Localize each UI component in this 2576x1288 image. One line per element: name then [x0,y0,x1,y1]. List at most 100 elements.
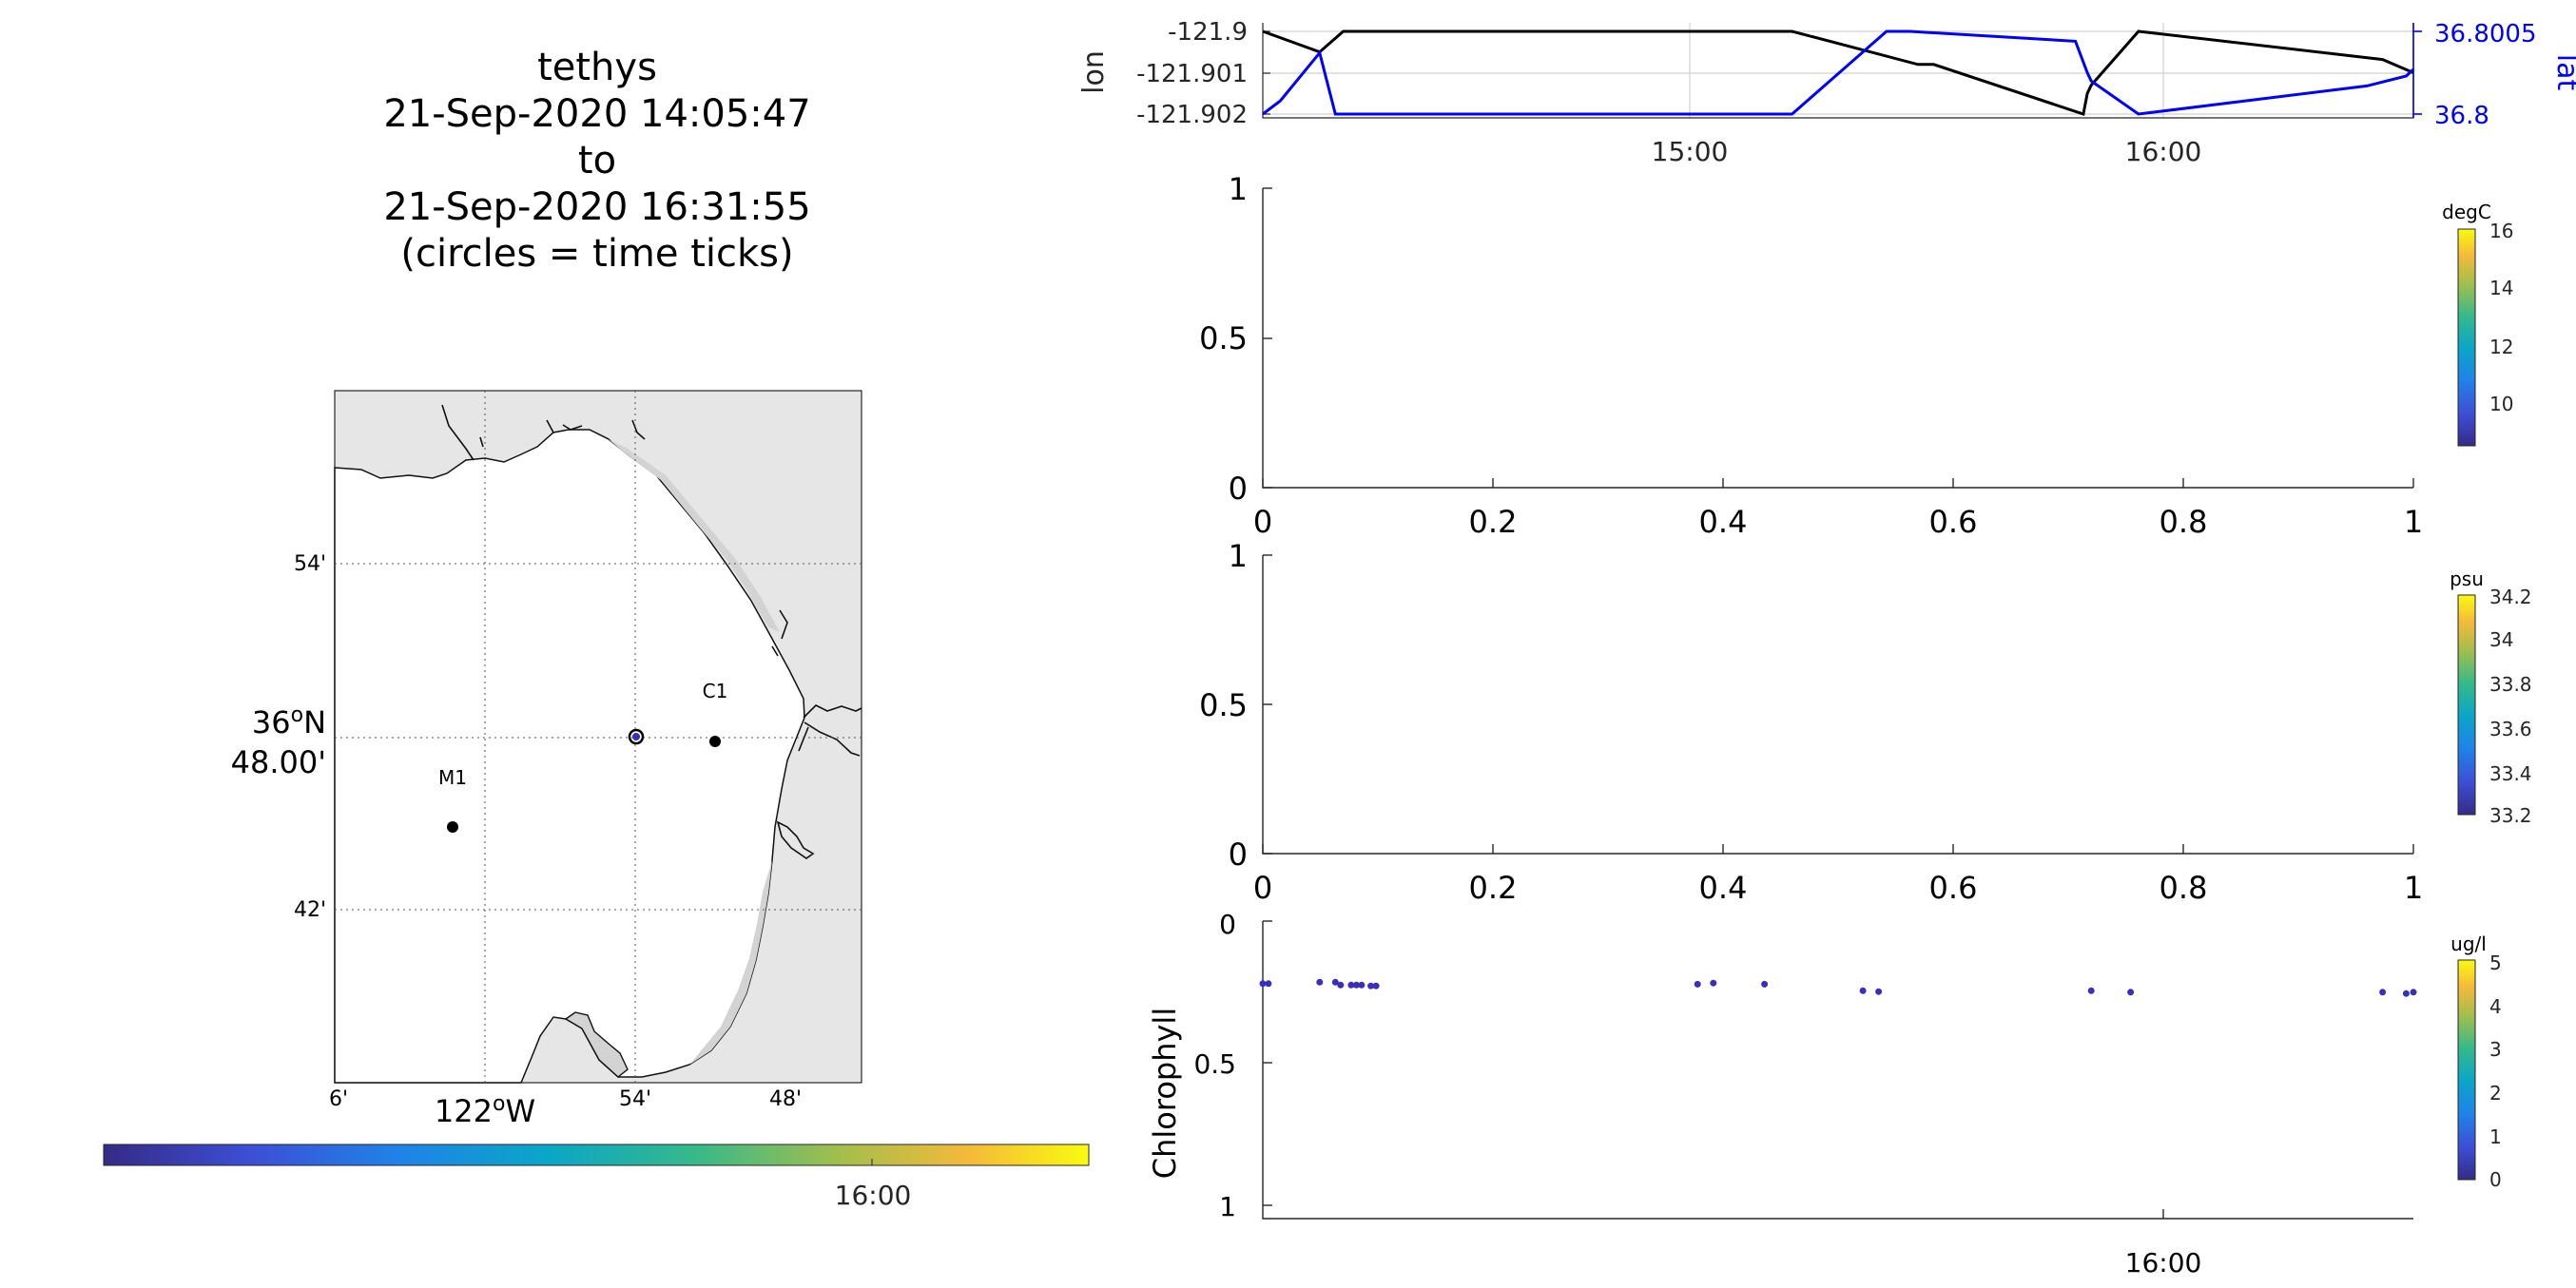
lat-ytick-2: 36.8 [2434,102,2489,130]
map-coast-shadow-south [689,860,772,1065]
vehicle-track-point [632,733,640,740]
lat-tick-48: 48.00' [231,744,326,780]
temperature-xtick-04: 0.4 [1699,504,1748,540]
map-coast-shadow [609,439,780,632]
lonlat-xtick-16: 16:00 [2125,136,2202,167]
temperature-yticks [1263,187,1272,489]
temperature-panel: 1 0.5 0 0 0.2 0.4 0.6 0.8 1 degC 16 14 1… [1199,171,2513,540]
chlorophyll-point-5 [1347,981,1355,989]
station-c1-label: C1 [703,680,728,702]
lonlat-panel: -121.9 -121.901 -121.902 lon 36.8005 36.… [1077,18,2576,167]
lonlat-right-ticks [2412,23,2422,118]
chlorophyll-point-1 [1265,980,1272,988]
title-line-3: to [578,139,616,183]
chlorophyll-point-3 [1331,978,1339,986]
salinity-colorbar-unit: psu [2450,567,2484,590]
salinity-cbar-tick-332: 33.2 [2489,804,2532,827]
time-colorbar-tick-label: 16:00 [835,1180,912,1211]
plot-title: tethys 21-Sep-2020 14:05:47 to 21-Sep-20… [383,46,810,276]
chlorophyll-point-19 [2410,989,2417,996]
lon-series-line [1262,29,2414,116]
salinity-ytick-0: 0 [1229,836,1248,873]
lon-deg-label: 122oW [435,1092,535,1129]
chlorophyll-point-7 [1358,981,1365,989]
chlorophyll-axes [1262,921,2413,1220]
temperature-xtick-1: 1 [2404,504,2423,540]
salinity-yticks [1263,554,1272,855]
salinity-colorbar [2457,594,2476,816]
lat-ytick-1: 36.8005 [2434,20,2537,48]
chlorophyll-xtick-label-16: 16:00 [2125,1247,2202,1278]
salinity-cbar-tick-338: 33.8 [2489,673,2532,696]
chlorophyll-point-16 [2127,989,2135,996]
map-estuary [771,609,862,859]
temperature-cbar-tick-16: 16 [2489,220,2513,242]
map-south-inlet [564,1011,629,1078]
temperature-ytick-1: 1 [1229,171,1248,207]
chlorophyll-point-18 [2402,990,2410,997]
lonlat-axes-box [1262,23,2414,119]
chlorophyll-cbar-tick-4: 4 [2489,995,2502,1018]
title-line-5: (circles = time ticks) [400,232,793,276]
chlorophyll-colorbar [2457,959,2476,1181]
salinity-cbar-tick-334: 33.4 [2489,762,2532,785]
chlorophyll-point-14 [1875,988,1883,995]
map-panel: 54' 36oN 48.00' 42' 6' 122oW 54' 48' C1 … [231,390,862,1129]
temperature-xtick-0: 0 [1253,504,1272,540]
chlorophyll-point-0 [1259,980,1267,988]
salinity-panel: 1 0.5 0 0 0.2 0.4 0.6 0.8 1 psu 34.2 34 … [1199,538,2531,906]
salinity-xtick-04: 0.4 [1699,870,1748,906]
lonlat-xtick-15: 15:00 [1652,136,1729,167]
time-colorbar-bar [103,1144,1090,1166]
lon-tick-48: 48' [769,1087,802,1111]
chlorophyll-colorbar-unit: ug/l [2450,932,2487,955]
lon-tick-6: 6' [329,1087,348,1111]
chlorophyll-points [1259,978,2417,997]
salinity-xtick-06: 0.6 [1929,870,1978,906]
lonlat-left-ticks [1263,30,1270,115]
temperature-xtick-08: 0.8 [2160,504,2208,540]
map-river-north [441,404,646,461]
salinity-xtick-02: 0.2 [1469,870,1518,906]
chlorophyll-cbar-tick-3: 3 [2489,1038,2502,1061]
lon-ytick-3: -121.902 [1136,101,1248,129]
chlorophyll-ytick-0: 0 [1219,909,1236,940]
salinity-cbar-tick-342: 34.2 [2489,586,2532,608]
salinity-cbar-tick-34: 34 [2489,628,2513,651]
salinity-cbar-tick-336: 33.6 [2489,718,2532,740]
chlorophyll-point-6 [1352,981,1360,989]
chlorophyll-cbar-tick-5: 5 [2489,952,2502,974]
salinity-xtick-1: 1 [2404,870,2423,906]
title-line-2: 21-Sep-2020 14:05:47 [383,92,810,136]
salinity-axes [1262,555,2413,855]
temperature-cbar-tick-14: 14 [2489,277,2513,299]
lon-ytick-2: -121.901 [1136,60,1248,88]
chlorophyll-cbar-tick-1: 1 [2489,1125,2502,1148]
lon-axis-label: lon [1077,50,1111,94]
temperature-xtick-06: 0.6 [1929,504,1978,540]
vehicle-position-marker [628,728,645,745]
lat-tick-54: 54' [294,552,326,576]
chlorophyll-point-9 [1372,982,1380,990]
chlorophyll-point-15 [2087,987,2095,994]
station-m1-marker [447,821,458,833]
chlorophyll-panel: 0 0.5 1 Chlorophyll 16:00 ug/l 5 4 3 2 1… [1147,909,2502,1278]
lat-axis-label: lat [2550,54,2576,91]
temperature-cbar-tick-12: 12 [2489,336,2513,358]
chlorophyll-yticks [1263,920,1272,1206]
chlorophyll-cbar-tick-2: 2 [2489,1082,2502,1105]
lat-deg-label: 36oN [252,703,326,740]
temperature-ytick-05: 0.5 [1199,320,1248,356]
temperature-xtick-02: 0.2 [1469,504,1518,540]
salinity-xticks [1262,844,2414,854]
temperature-colorbar-unit: degC [2442,201,2491,223]
salinity-xtick-08: 0.8 [2160,870,2208,906]
station-m1-label: M1 [438,766,467,789]
chlorophyll-point-10 [1694,980,1701,988]
temperature-axes [1262,188,2413,489]
chlorophyll-axis-label: Chlorophyll [1147,1008,1183,1179]
chlorophyll-cbar-tick-0: 0 [2489,1168,2502,1191]
map-gridlines [335,391,862,1083]
chlorophyll-point-13 [1859,987,1867,994]
